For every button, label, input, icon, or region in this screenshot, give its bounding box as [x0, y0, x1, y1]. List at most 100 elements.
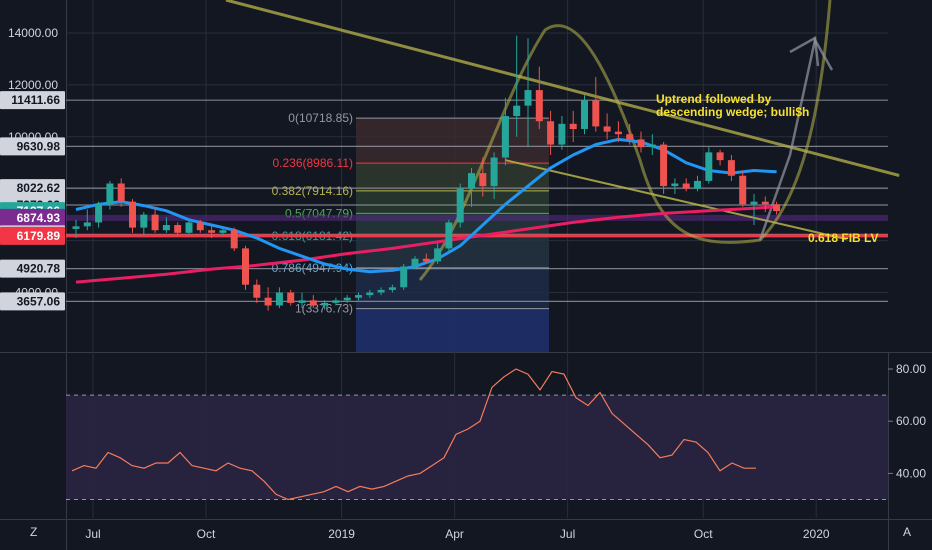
candle	[727, 154, 735, 181]
price-label-badge: 11411.66	[0, 91, 65, 110]
rsi-tick-label: 40.00	[896, 466, 926, 480]
price-label-text: 3657.06	[17, 294, 61, 308]
candle-body	[411, 258, 419, 267]
candle	[705, 147, 713, 184]
candle-body	[490, 157, 498, 187]
candle	[95, 201, 103, 228]
wedge-lower-line[interactable]	[505, 159, 847, 241]
horizontal-levels	[66, 99, 888, 302]
candle	[671, 178, 679, 194]
rsi-pane[interactable]: 80.00 60.00 40.00	[66, 362, 926, 501]
candle	[682, 178, 690, 192]
time-tick-label: 2019	[328, 527, 355, 541]
candle-body	[434, 248, 442, 262]
candle-body	[614, 131, 622, 135]
candle	[242, 245, 249, 290]
price-tick-label: 12000.00	[8, 78, 58, 92]
price-label-badge: 4920.78	[0, 259, 65, 278]
rsi-tick-label: 80.00	[896, 362, 926, 376]
price-label-badge: 9630.98	[0, 137, 65, 156]
candle	[253, 279, 261, 303]
candle-body	[773, 204, 781, 212]
candle	[637, 131, 645, 153]
arrow-head-icon	[789, 35, 820, 67]
candle-body	[298, 300, 306, 303]
candle	[422, 253, 430, 264]
candle-body	[513, 105, 521, 117]
candle	[287, 289, 295, 306]
candle	[174, 222, 182, 236]
candle	[219, 227, 227, 236]
candle-body	[501, 116, 509, 158]
projection-arrow[interactable]	[758, 36, 834, 241]
price-axis[interactable]: 14000.0012000.0010000.008000.006000.0040…	[0, 26, 65, 311]
candle	[117, 178, 125, 207]
time-tick-label: 2020	[803, 527, 830, 541]
candle	[264, 287, 272, 311]
fib-band	[356, 267, 549, 309]
candle	[750, 193, 758, 226]
time-tick-label: Jul	[560, 527, 575, 541]
candle-body	[626, 134, 634, 140]
corner-right-label: A	[903, 525, 911, 539]
candle-body	[129, 201, 136, 228]
candle-body	[581, 100, 588, 130]
purple-level	[66, 214, 888, 221]
candle-body	[253, 284, 261, 298]
candle	[332, 297, 340, 306]
price-label-text: 8022.62	[17, 181, 61, 195]
candle-body	[694, 180, 701, 189]
candle	[513, 35, 521, 137]
price-label-box	[0, 259, 65, 278]
time-axis[interactable]: Jul Oct 2019 Apr Jul Oct 2020	[85, 527, 830, 541]
time-tick-label: Apr	[445, 527, 464, 541]
price-label-box	[0, 179, 65, 198]
trend-lines[interactable]	[225, 0, 900, 281]
candle-body	[388, 287, 396, 290]
candle	[660, 141, 668, 194]
candle-body	[196, 222, 204, 231]
support-label: 0.618 FIB LV	[808, 231, 878, 245]
time-tick-label: Oct	[694, 527, 713, 541]
candle-body	[705, 152, 713, 181]
candle	[355, 292, 362, 301]
candle	[716, 149, 724, 166]
fib-band	[356, 118, 549, 164]
candle-body	[343, 297, 351, 301]
candle	[196, 219, 204, 233]
candle	[479, 157, 487, 197]
candle	[524, 38, 532, 148]
candle-body	[468, 173, 475, 189]
candle	[581, 95, 588, 135]
candle	[694, 175, 701, 192]
annotation-note: descending wedge; bulli$h	[656, 105, 809, 119]
price-tick-label: 14000.00	[8, 26, 58, 40]
slow-moving-average	[75, 205, 777, 284]
projection-curve[interactable]	[418, 0, 832, 281]
fib-level-label: 0.382(7914.16)	[272, 184, 353, 198]
fib-band-extension	[356, 308, 549, 352]
candle	[773, 201, 781, 215]
price-label-badge: 6874.93	[0, 208, 65, 227]
fib-level-label: 0.236(8986.11)	[272, 156, 353, 170]
price-label-text: 6179.89	[17, 229, 61, 243]
candle-body	[174, 225, 182, 233]
candle-body	[355, 295, 362, 298]
candle	[275, 287, 283, 309]
price-label-box	[0, 137, 65, 156]
candle-body	[422, 258, 430, 262]
candle	[151, 206, 159, 233]
fib-level-label: 0(10718.85)	[288, 111, 353, 125]
candle	[140, 212, 148, 236]
candle-body	[219, 230, 227, 233]
price-label-box	[0, 292, 65, 311]
fib-level-label: 1(3376.73)	[295, 302, 353, 316]
rsi-band	[66, 395, 888, 500]
price-label-text: 11411.66	[11, 93, 60, 107]
wedge-upper-line[interactable]	[225, 0, 900, 177]
candle-body	[660, 144, 668, 187]
candle-body	[750, 201, 758, 205]
candle-body	[230, 230, 238, 249]
candle-body	[479, 173, 487, 187]
